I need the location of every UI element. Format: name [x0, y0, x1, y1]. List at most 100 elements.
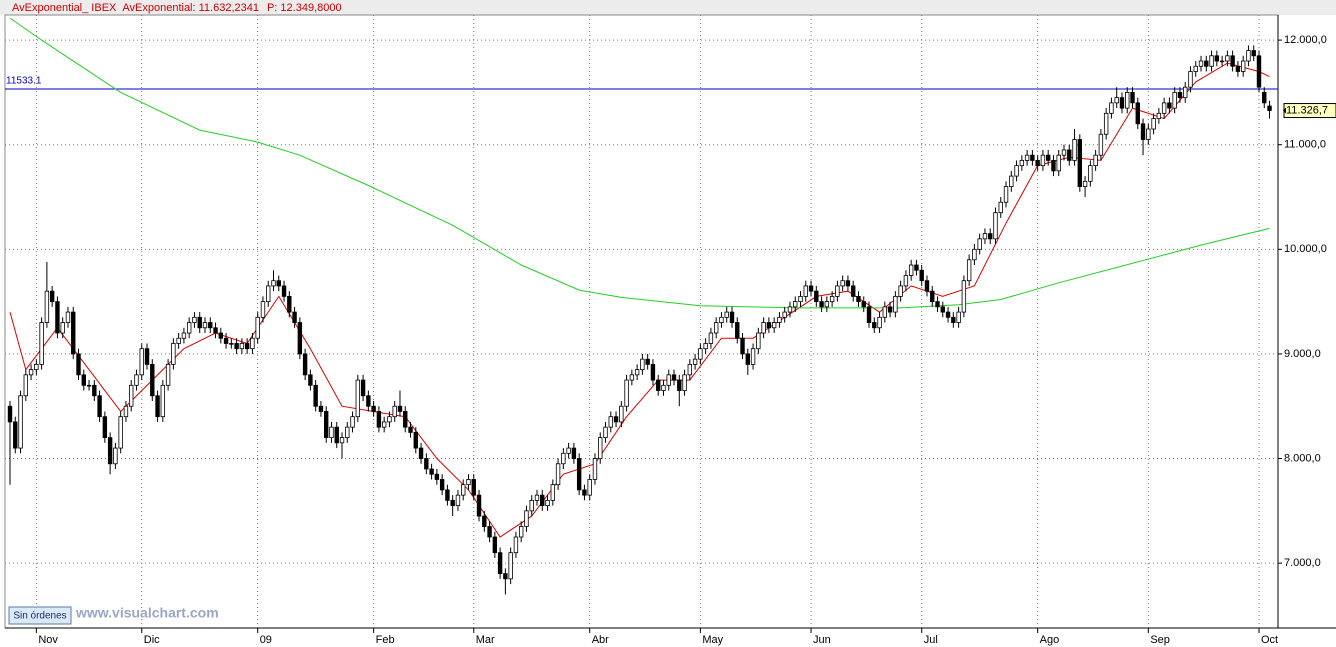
candle-body	[318, 405, 324, 412]
candle-body	[682, 374, 687, 391]
candle-body	[940, 306, 945, 313]
candle-body	[134, 374, 139, 386]
candle-body	[698, 348, 703, 360]
candle-body	[165, 363, 171, 386]
candle-body	[598, 437, 603, 459]
orders-button[interactable]	[8, 606, 72, 625]
candle-body	[1267, 105, 1272, 111]
candle-body	[671, 374, 677, 381]
candle-body	[160, 384, 166, 418]
candle-body	[350, 416, 355, 428]
candle-body	[202, 322, 208, 329]
candle-body	[592, 458, 598, 480]
candle-body	[1256, 55, 1262, 88]
candle-body	[28, 369, 34, 376]
candle-body	[302, 353, 308, 376]
x-tick-label: May	[702, 634, 723, 646]
candle-body	[150, 363, 155, 397]
candle-body	[745, 353, 750, 365]
candle-body	[550, 484, 556, 501]
candle-body	[376, 411, 382, 428]
candle-body	[334, 426, 339, 444]
candle-body	[1125, 92, 1130, 109]
candle-body	[1177, 92, 1183, 99]
header-bar	[0, 0, 1336, 15]
candle-body	[787, 306, 793, 313]
candle-body	[339, 437, 345, 444]
candle-body	[603, 426, 608, 439]
candle-body	[930, 290, 935, 303]
candle-body	[882, 306, 888, 318]
y-tick-label: 9.000,0	[1284, 348, 1321, 360]
candle-body	[450, 499, 455, 507]
candle-body	[545, 499, 550, 507]
candle-body	[218, 332, 223, 339]
candle-body	[1204, 60, 1209, 67]
candle-body	[176, 337, 181, 344]
candle-body	[1146, 128, 1151, 140]
candle-body	[877, 316, 882, 329]
candle-body	[1045, 154, 1051, 161]
candle-body	[413, 431, 418, 449]
candle-body	[956, 311, 961, 323]
candle-body	[71, 311, 76, 355]
candle-body	[313, 384, 318, 407]
candle-body	[561, 452, 566, 465]
candle-body	[687, 363, 693, 376]
candle-body	[529, 499, 534, 512]
candle-body	[645, 358, 650, 365]
candle-body	[123, 405, 129, 418]
candle-body	[1172, 92, 1177, 109]
candle-body	[1262, 92, 1267, 104]
candle-body	[223, 337, 229, 344]
candle-body	[492, 536, 498, 554]
candle-body	[18, 395, 23, 449]
candle-body	[777, 316, 782, 323]
header-text: AvExponential_ IBEX AvExponential: 11.632…	[12, 2, 342, 14]
candle-body	[945, 311, 951, 318]
candle-body	[7, 405, 13, 423]
candle-body	[887, 306, 893, 313]
candle-body	[360, 379, 366, 397]
candle-body	[260, 301, 266, 318]
candle-body	[634, 369, 640, 376]
candle-body	[192, 316, 197, 323]
candle-body	[576, 458, 582, 491]
candle-body	[1103, 112, 1109, 135]
candle-body	[692, 358, 698, 365]
candle-body	[1246, 50, 1251, 62]
candle-body	[508, 552, 513, 580]
price-level-label: 11533.1	[6, 76, 42, 87]
candle-body	[271, 280, 276, 287]
candle-body	[856, 295, 861, 303]
candle-body	[461, 484, 466, 496]
candle-body	[323, 411, 329, 439]
candle-body	[1251, 50, 1256, 57]
candle-body	[798, 295, 803, 303]
candle-body	[392, 405, 397, 418]
y-tick-label: 8.000,0	[1284, 452, 1321, 464]
x-tick-label: Dic	[144, 634, 160, 646]
candle-body	[476, 494, 482, 517]
orders-button-label[interactable]: Sin órdenes	[13, 611, 66, 622]
candle-body	[814, 290, 819, 303]
candle-body	[661, 384, 666, 391]
candle-body	[724, 311, 729, 318]
candle-body	[381, 421, 387, 428]
candle-body	[239, 343, 245, 350]
candle-body	[750, 348, 756, 365]
candle-body	[708, 332, 714, 344]
candle-body	[1135, 102, 1140, 125]
candle-body	[1109, 102, 1114, 114]
candle-body	[434, 473, 440, 480]
candle-body	[656, 379, 661, 391]
candle-body	[107, 437, 113, 465]
candle-body	[139, 348, 144, 376]
candle-body	[65, 311, 71, 323]
watermark: www.visualchart.com	[75, 605, 219, 621]
x-tick-label: Ago	[1040, 634, 1060, 646]
candle-body	[23, 374, 29, 397]
candle-body	[713, 322, 719, 334]
candle-body	[445, 489, 450, 501]
candle-body	[824, 301, 830, 308]
